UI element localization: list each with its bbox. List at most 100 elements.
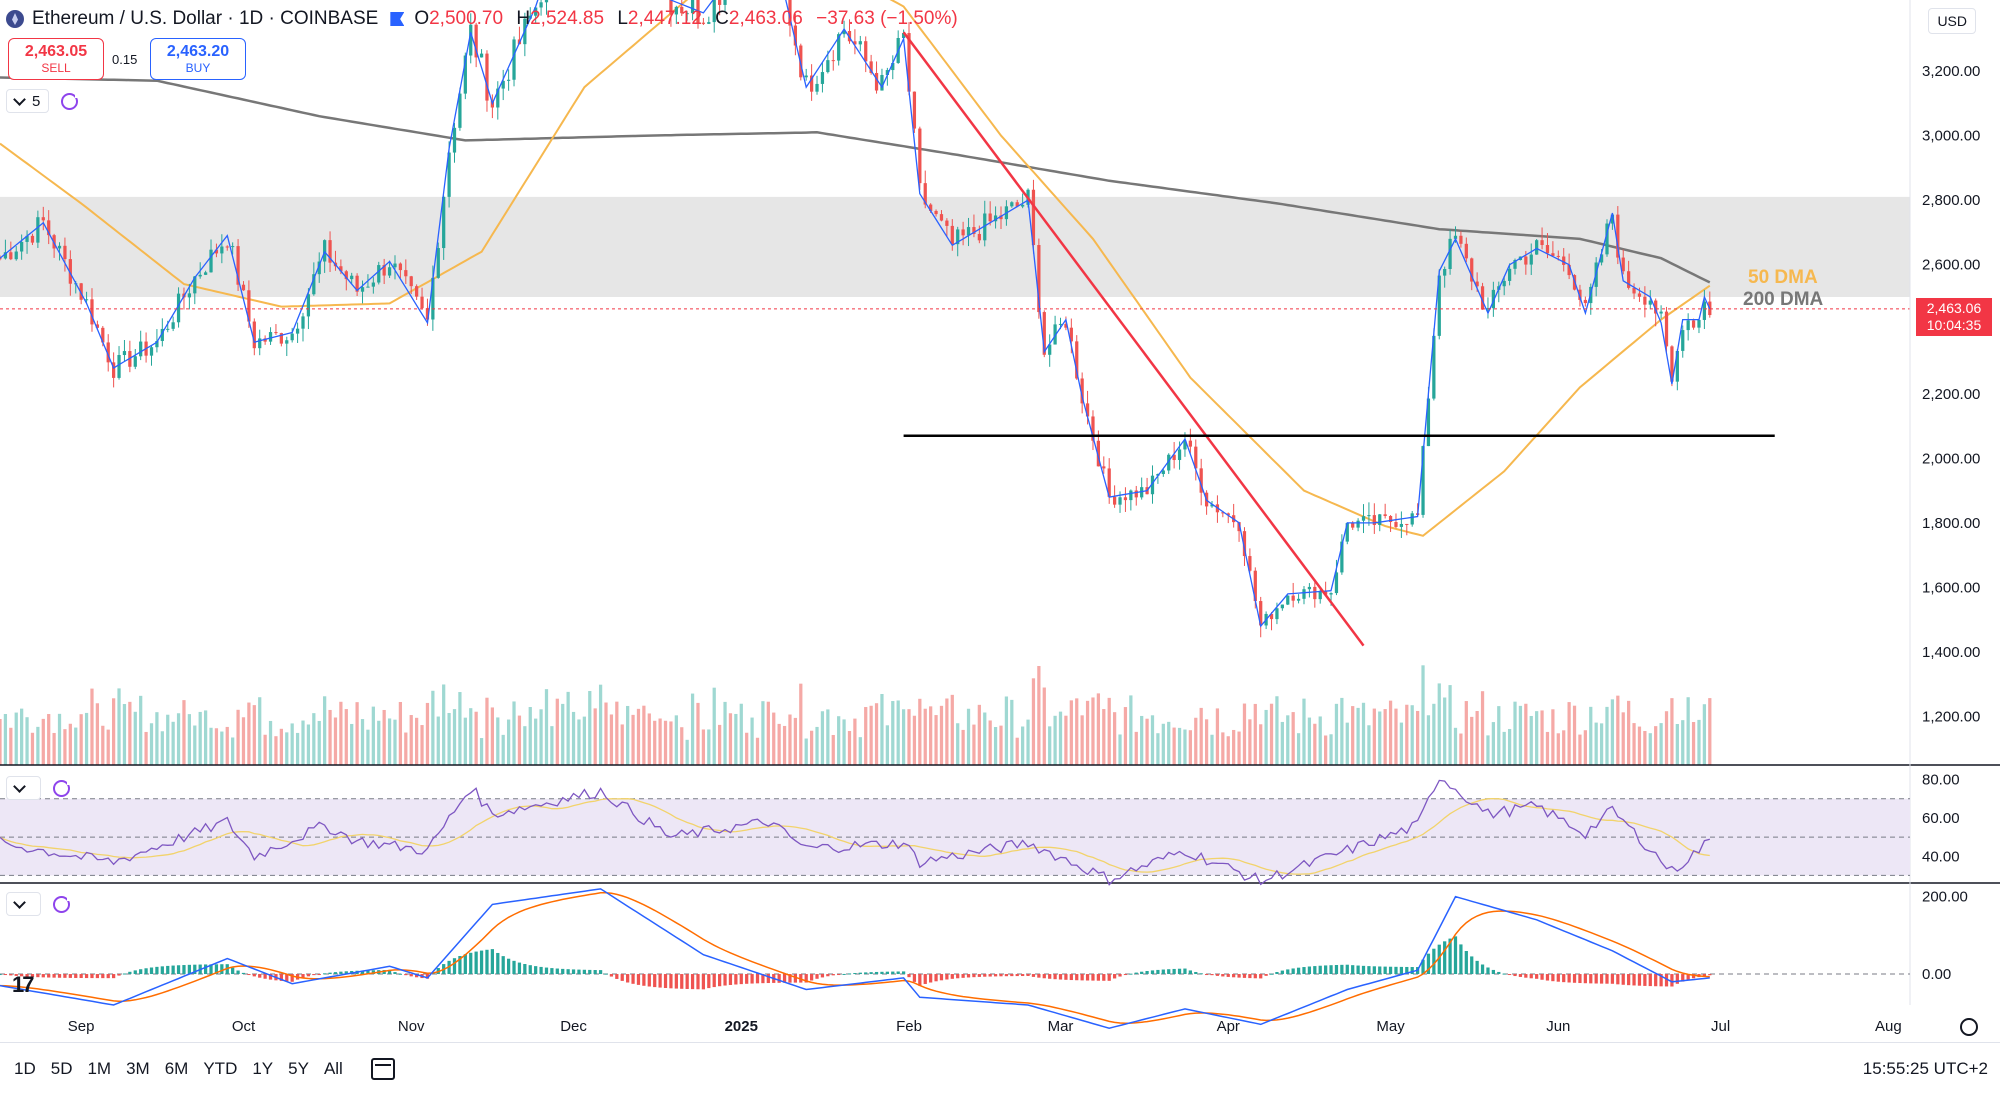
range-1m[interactable]: 1M xyxy=(87,1058,112,1078)
volume-bar xyxy=(712,687,716,765)
candle xyxy=(30,235,35,243)
volume-bar xyxy=(577,719,581,765)
candle xyxy=(1578,289,1582,300)
time-tick-label: May xyxy=(1376,1018,1405,1035)
candle xyxy=(1654,300,1658,314)
macd-histogram-bar xyxy=(1686,974,1690,980)
candle xyxy=(84,299,89,301)
volume-bar xyxy=(550,726,554,765)
volume-bar xyxy=(1118,734,1122,765)
candle xyxy=(1556,255,1560,257)
macd-histogram-bar xyxy=(1410,967,1414,975)
candle xyxy=(68,259,72,284)
volume-bar xyxy=(534,718,538,765)
volume-bar xyxy=(728,713,733,765)
macd-histogram-bar xyxy=(1556,974,1560,982)
macd-histogram-bar xyxy=(1654,974,1658,987)
macd-histogram-bar xyxy=(231,967,235,975)
range-5d[interactable]: 5D xyxy=(50,1058,73,1078)
sell-button[interactable]: 2,463.05 SELL xyxy=(8,38,104,80)
volume-bar xyxy=(144,731,148,765)
range-3m[interactable]: 3M xyxy=(126,1058,150,1078)
volume-bar xyxy=(1145,718,1149,765)
macd-histogram-bar xyxy=(117,974,121,976)
candle xyxy=(506,79,511,81)
chevron-down-icon[interactable] xyxy=(13,779,26,793)
macd-histogram-bar xyxy=(176,965,181,975)
range-1d[interactable]: 1D xyxy=(14,1058,36,1078)
macd-histogram-bar xyxy=(956,974,960,979)
sync-icon[interactable] xyxy=(61,92,81,110)
chevron-down-icon[interactable] xyxy=(13,92,26,106)
macd-histogram-bar xyxy=(1264,974,1268,976)
volume-bar xyxy=(409,715,413,765)
calendar-icon[interactable] xyxy=(370,1057,395,1080)
macd-histogram-bar xyxy=(1540,974,1544,980)
macd-histogram-bar xyxy=(112,974,116,979)
macd-histogram-bar xyxy=(1302,967,1306,975)
range-6m[interactable]: 6M xyxy=(164,1058,189,1078)
volume-bar xyxy=(961,729,965,765)
volume-bar xyxy=(809,730,814,765)
volume-bar xyxy=(436,716,440,765)
macd-pane-controls[interactable] xyxy=(6,892,72,916)
volume-bar xyxy=(1102,709,1106,765)
range-all[interactable]: All xyxy=(323,1058,343,1078)
symbol-title[interactable]: Ethereum / U.S. Dollar · 1D · COINBASE xyxy=(32,8,379,29)
macd-histogram-bar xyxy=(680,974,684,989)
volume-bar xyxy=(106,729,110,765)
rsi-tick-label: 40.00 xyxy=(1922,848,1960,865)
flag-icon[interactable] xyxy=(390,12,405,26)
volume-bar xyxy=(777,723,781,765)
macd-histogram-bar xyxy=(598,970,603,975)
buy-price: 2,463.20 xyxy=(166,43,230,60)
candle xyxy=(258,338,262,349)
macd-histogram-bar xyxy=(972,974,976,978)
macd-histogram-bar xyxy=(1204,974,1209,976)
volume-bar xyxy=(1556,733,1560,765)
range-ytd[interactable]: YTD xyxy=(203,1058,238,1078)
candle xyxy=(274,332,278,334)
macd-histogram-bar xyxy=(1107,974,1111,981)
sync-icon[interactable] xyxy=(53,895,72,913)
candle xyxy=(463,55,467,94)
tradingview-logo[interactable]: 17 xyxy=(12,972,35,997)
rsi-pane-controls[interactable] xyxy=(6,776,72,800)
volume-bar xyxy=(939,705,944,765)
macd-histogram-bar xyxy=(1112,974,1117,979)
volume-bar xyxy=(1324,735,1328,765)
sync-icon[interactable] xyxy=(53,779,72,797)
macd-histogram-bar xyxy=(674,974,678,989)
candle xyxy=(452,127,457,153)
buy-button[interactable]: 2,463.20 BUY xyxy=(150,38,246,80)
volume-bar xyxy=(1572,705,1577,765)
volume-bar xyxy=(1702,704,1707,765)
macd-histogram-bar xyxy=(1215,974,1220,976)
volume-bar xyxy=(160,731,164,765)
range-1y[interactable]: 1Y xyxy=(252,1058,274,1078)
macd-histogram-bar xyxy=(1378,966,1382,975)
volume-bar xyxy=(1459,733,1463,765)
gear-icon[interactable] xyxy=(1960,1018,1978,1036)
macd-histogram-bar xyxy=(474,951,478,975)
volume-bar xyxy=(1426,715,1431,765)
indicators-toggle[interactable]: 5 xyxy=(6,89,81,113)
clock[interactable]: 15:55:25 UTC+2 xyxy=(1862,1058,1988,1078)
chevron-down-icon[interactable] xyxy=(13,895,26,909)
macd-histogram-bar xyxy=(106,974,110,979)
candle xyxy=(1637,293,1642,297)
volume-bar xyxy=(1232,729,1236,765)
candle xyxy=(458,93,462,128)
range-5y[interactable]: 5Y xyxy=(288,1058,309,1078)
candle xyxy=(122,351,127,356)
macd-histogram-bar xyxy=(1616,974,1620,985)
macd-histogram-bar xyxy=(739,974,743,985)
currency-selector[interactable]: USD xyxy=(1928,8,1976,34)
volume-bar xyxy=(128,701,132,765)
volume-bar xyxy=(1275,696,1279,765)
macd-histogram-bar xyxy=(1361,965,1366,975)
bar-countdown: 10:04:35 xyxy=(1926,317,1982,333)
macd-histogram-bar xyxy=(382,970,386,975)
candle xyxy=(90,299,94,325)
